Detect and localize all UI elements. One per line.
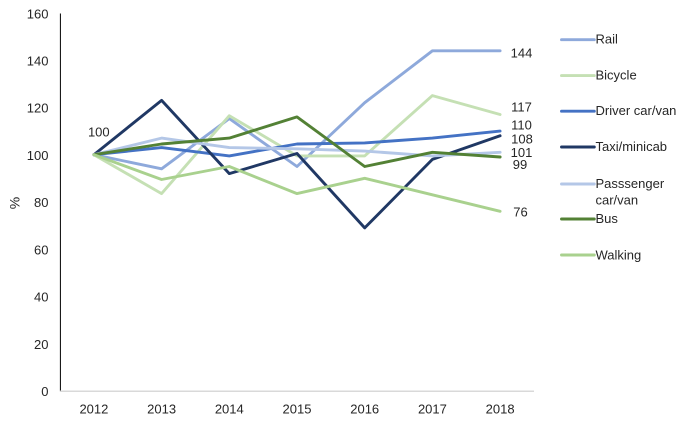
svg-text:108: 108 bbox=[511, 132, 533, 147]
svg-text:2013: 2013 bbox=[147, 402, 176, 417]
svg-text:Taxi/minicab: Taxi/minicab bbox=[596, 139, 668, 154]
svg-text:100: 100 bbox=[27, 148, 49, 163]
svg-text:2015: 2015 bbox=[283, 402, 312, 417]
svg-text:40: 40 bbox=[34, 290, 48, 305]
svg-text:99: 99 bbox=[513, 157, 527, 172]
svg-text:160: 160 bbox=[27, 6, 49, 21]
svg-text:101: 101 bbox=[511, 145, 533, 160]
svg-text:Bicycle: Bicycle bbox=[596, 68, 637, 83]
svg-text:20: 20 bbox=[34, 337, 48, 352]
svg-text:2016: 2016 bbox=[350, 402, 379, 417]
svg-text:car/van: car/van bbox=[596, 193, 639, 208]
svg-text:2018: 2018 bbox=[486, 402, 515, 417]
svg-text:80: 80 bbox=[34, 195, 48, 210]
svg-text:%: % bbox=[7, 197, 23, 209]
svg-text:Passsenger: Passsenger bbox=[596, 176, 665, 191]
svg-text:Bus: Bus bbox=[596, 211, 619, 226]
svg-text:120: 120 bbox=[27, 101, 49, 116]
svg-text:2014: 2014 bbox=[215, 402, 244, 417]
svg-text:2012: 2012 bbox=[79, 402, 108, 417]
svg-text:0: 0 bbox=[41, 384, 48, 399]
svg-text:Driver car/van: Driver car/van bbox=[596, 103, 677, 118]
svg-text:Walking: Walking bbox=[596, 248, 642, 263]
svg-text:100: 100 bbox=[88, 124, 110, 139]
svg-text:2017: 2017 bbox=[418, 402, 447, 417]
svg-text:76: 76 bbox=[513, 205, 527, 220]
svg-text:117: 117 bbox=[511, 100, 532, 115]
svg-text:140: 140 bbox=[27, 54, 49, 69]
svg-text:Rail: Rail bbox=[596, 32, 619, 47]
svg-text:144: 144 bbox=[511, 46, 533, 61]
svg-text:110: 110 bbox=[511, 118, 532, 133]
svg-text:60: 60 bbox=[34, 242, 48, 257]
